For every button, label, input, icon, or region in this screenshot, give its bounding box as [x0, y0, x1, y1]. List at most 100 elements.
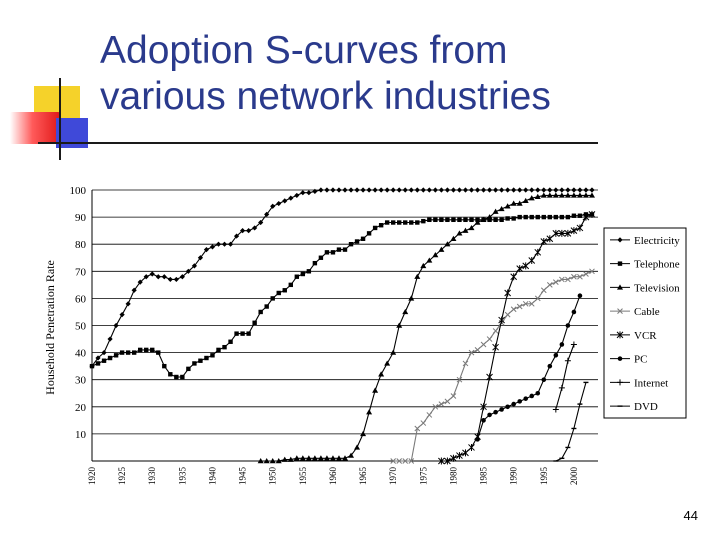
- data-point-vcr: [486, 373, 493, 381]
- legend-marker-internet: [617, 379, 623, 386]
- data-point-electricity: [239, 228, 246, 234]
- data-point-telephone: [445, 217, 450, 223]
- data-point-vcr: [480, 403, 487, 411]
- legend-label-dvd: DVD: [634, 401, 658, 413]
- data-point-internet: [570, 341, 577, 348]
- data-point-telephone: [397, 220, 402, 225]
- data-point-electricity: [113, 322, 119, 329]
- data-point-telephone: [288, 282, 293, 288]
- data-point-pc: [481, 418, 486, 423]
- data-point-electricity: [571, 187, 577, 193]
- data-point-pc: [511, 401, 516, 407]
- data-point-electricity: [565, 187, 571, 193]
- data-point-telephone: [101, 358, 107, 363]
- data-point-electricity: [348, 187, 354, 193]
- data-point-television: [582, 192, 589, 198]
- data-point-television: [426, 257, 433, 263]
- data-point-electricity: [233, 233, 240, 239]
- data-point-electricity: [372, 187, 378, 193]
- data-point-telephone: [210, 353, 215, 358]
- data-point-telephone: [119, 350, 125, 355]
- data-point-telephone: [559, 214, 565, 220]
- data-point-television: [438, 246, 445, 252]
- data-point-electricity: [258, 219, 264, 226]
- series-television: [257, 192, 595, 464]
- data-point-television: [408, 295, 415, 301]
- data-point-electricity: [492, 187, 499, 193]
- data-point-electricity: [450, 187, 457, 193]
- data-point-electricity: [474, 187, 481, 193]
- data-point-cable: [438, 401, 445, 407]
- data-point-telephone: [577, 213, 583, 218]
- data-point-electricity: [499, 187, 505, 193]
- y-tick-label-60: 60: [75, 293, 87, 305]
- data-point-vcr: [558, 229, 566, 237]
- data-point-electricity: [462, 187, 469, 193]
- data-point-telephone: [571, 213, 577, 218]
- y-tick-label-90: 90: [75, 212, 87, 224]
- data-point-electricity: [101, 350, 107, 356]
- data-point-telephone: [240, 331, 245, 336]
- data-point-telephone: [107, 355, 113, 361]
- data-point-electricity: [155, 274, 161, 280]
- data-point-television: [564, 192, 571, 198]
- data-point-electricity: [577, 187, 583, 193]
- data-point-telephone: [366, 231, 372, 236]
- legend-label-internet: Internet: [634, 377, 668, 389]
- data-point-electricity: [541, 187, 547, 193]
- data-point-telephone: [372, 225, 378, 231]
- data-point-vcr: [498, 316, 505, 324]
- data-point-television: [323, 455, 330, 461]
- data-point-television: [558, 192, 565, 198]
- data-point-cable: [546, 281, 553, 288]
- data-point-electricity: [547, 187, 553, 193]
- data-point-vcr: [510, 273, 518, 281]
- data-point-television: [317, 455, 324, 461]
- data-point-telephone: [403, 220, 408, 225]
- data-point-telephone: [511, 216, 516, 221]
- data-point-television: [516, 200, 523, 206]
- data-point-pc: [553, 353, 559, 358]
- data-point-television: [510, 200, 517, 206]
- y-tick-label-20: 20: [75, 402, 87, 414]
- legend-marker-electricity: [617, 237, 623, 243]
- data-point-cable: [534, 295, 541, 302]
- legend-label-television: Television: [634, 282, 680, 294]
- x-tick-label-1930: 1930: [147, 467, 157, 486]
- data-point-pc: [547, 363, 553, 369]
- data-point-cable: [456, 376, 463, 383]
- data-point-telephone: [415, 220, 420, 225]
- data-point-television: [342, 455, 348, 461]
- series-telephone: [89, 212, 595, 380]
- data-point-electricity: [529, 187, 535, 193]
- x-tick-label-1985: 1985: [479, 467, 489, 486]
- series-line-internet: [555, 344, 575, 410]
- data-point-telephone: [131, 350, 137, 355]
- data-point-electricity: [119, 312, 125, 318]
- data-point-telephone: [469, 217, 474, 223]
- data-point-telephone: [216, 347, 221, 353]
- data-point-vcr: [522, 262, 530, 270]
- data-point-television: [450, 235, 457, 241]
- data-point-telephone: [282, 288, 287, 293]
- data-point-television: [504, 203, 511, 209]
- x-tick-label-1960: 1960: [328, 467, 338, 486]
- x-tick-label-1925: 1925: [117, 467, 127, 486]
- data-point-pc: [577, 293, 583, 298]
- data-point-telephone: [312, 260, 318, 266]
- data-point-cable: [450, 393, 457, 399]
- data-point-electricity: [505, 187, 511, 193]
- data-point-pc: [493, 409, 498, 415]
- data-point-electricity: [432, 187, 438, 193]
- data-point-vcr: [438, 457, 445, 465]
- data-point-telephone: [360, 236, 366, 241]
- data-point-electricity: [366, 187, 372, 193]
- data-point-vcr: [576, 224, 584, 232]
- data-point-television: [281, 456, 288, 462]
- data-point-internet: [552, 406, 559, 413]
- data-point-pc: [565, 323, 571, 328]
- data-point-electricity: [95, 355, 101, 361]
- data-point-telephone: [439, 217, 444, 223]
- data-point-television: [492, 208, 499, 214]
- y-tick-label-50: 50: [75, 321, 87, 333]
